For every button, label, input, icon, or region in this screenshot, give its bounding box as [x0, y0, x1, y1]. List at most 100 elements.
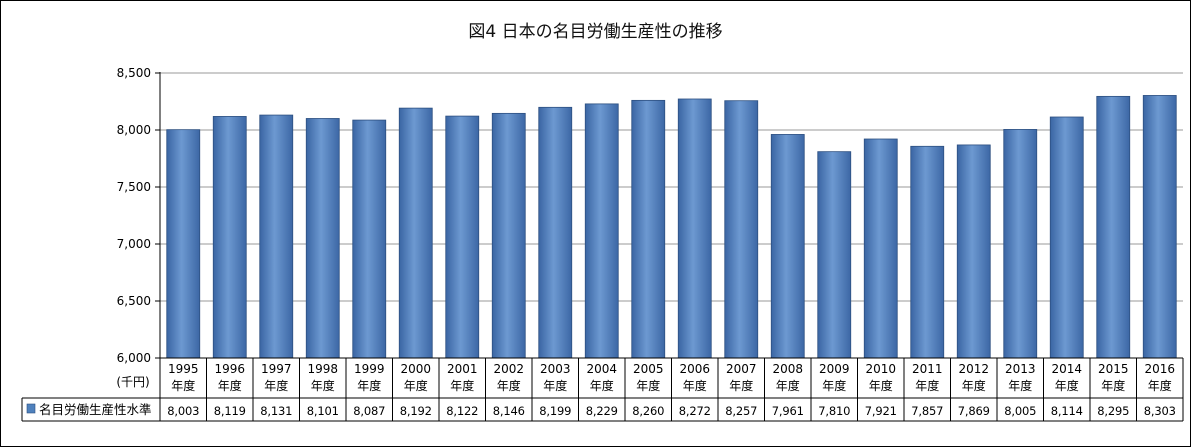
- data-label: 8,199: [539, 404, 571, 418]
- x-tick-suffix: 年度: [404, 378, 428, 393]
- legend-swatch: [26, 403, 36, 414]
- x-tick-suffix: 年度: [1101, 378, 1125, 393]
- x-tick-label: 2012: [958, 362, 989, 376]
- x-tick-label: 2002: [493, 362, 524, 376]
- x-tick-suffix: 年度: [776, 378, 800, 393]
- data-label: 7,961: [772, 404, 804, 418]
- x-tick-label: 2014: [1051, 362, 1082, 376]
- bar: [770, 134, 805, 359]
- bar: [631, 99, 666, 359]
- x-tick-suffix: 年度: [1008, 378, 1032, 393]
- bar: [398, 107, 433, 359]
- bar: [910, 145, 945, 359]
- x-tick-suffix: 年度: [218, 378, 242, 393]
- bar: [584, 103, 619, 359]
- bar: [445, 115, 480, 359]
- bar: [259, 114, 294, 359]
- x-tick-suffix: 年度: [822, 378, 846, 393]
- data-label: 7,869: [958, 404, 990, 418]
- x-tick-suffix: 年度: [1148, 378, 1172, 393]
- x-tick-label: 2008: [772, 362, 803, 376]
- x-tick-suffix: 年度: [962, 378, 986, 393]
- x-tick-suffix: 年度: [1055, 378, 1079, 393]
- x-tick-suffix: 年度: [543, 378, 567, 393]
- x-tick-label: 2006: [679, 362, 710, 376]
- data-label: 8,303: [1144, 404, 1176, 418]
- bar: [305, 118, 340, 359]
- x-tick-suffix: 年度: [171, 378, 195, 393]
- y-tick-label: 7,500: [117, 180, 151, 194]
- x-tick-label: 2011: [912, 362, 943, 376]
- x-tick-label: 2003: [540, 362, 571, 376]
- x-tick-suffix: 年度: [497, 378, 521, 393]
- x-tick-suffix: 年度: [357, 378, 381, 393]
- data-label: 8,260: [632, 404, 664, 418]
- x-tick-suffix: 年度: [915, 378, 939, 393]
- data-label: 8,122: [446, 404, 478, 418]
- bars: [166, 95, 1177, 359]
- axes: 6,000 6,500 7,000 7,500 8,000 8,500 (千円): [116, 66, 1183, 389]
- x-tick-label: 2010: [865, 362, 896, 376]
- y-tick-label: 6,000: [117, 351, 151, 365]
- data-table: 1995 年度 8,003 1996 年度 8,119 1997 年度 8,131 1998 年度 8…: [21, 358, 1184, 422]
- data-label: 7,921: [865, 404, 897, 418]
- x-tick-suffix: 年度: [311, 378, 335, 393]
- y-axis-unit: (千円): [116, 375, 149, 389]
- data-label: 8,146: [493, 404, 525, 418]
- bar: [538, 106, 573, 359]
- x-tick-label: 2001: [447, 362, 478, 376]
- x-tick-suffix: 年度: [590, 378, 614, 393]
- bar: [1049, 116, 1084, 359]
- x-tick-label: 1997: [261, 362, 292, 376]
- data-label: 8,295: [1097, 404, 1129, 418]
- x-tick-suffix: 年度: [729, 378, 753, 393]
- bar: [1096, 95, 1131, 359]
- data-label: 8,229: [586, 404, 618, 418]
- bar: [1142, 95, 1177, 359]
- x-tick-label: 2000: [400, 362, 431, 376]
- y-tick-label: 8,000: [117, 123, 151, 137]
- y-tick-label: 7,000: [117, 237, 151, 251]
- data-label: 8,003: [167, 404, 199, 418]
- x-tick-label: 1996: [214, 362, 245, 376]
- bar: [352, 119, 387, 359]
- y-tick-label: 6,500: [117, 294, 151, 308]
- x-tick-label: 1998: [307, 362, 338, 376]
- x-tick-suffix: 年度: [683, 378, 707, 393]
- x-tick-suffix: 年度: [264, 378, 288, 393]
- bar: [212, 116, 247, 359]
- x-tick-suffix: 年度: [450, 378, 474, 393]
- x-tick-suffix: 年度: [636, 378, 660, 393]
- bar: [817, 151, 852, 359]
- data-label: 8,192: [400, 404, 432, 418]
- bar: [956, 144, 991, 359]
- legend-series-name: 名目労働生産性水準: [39, 402, 152, 417]
- x-tick-suffix: 年度: [869, 378, 893, 393]
- bar: [166, 129, 201, 359]
- x-tick-label: 2007: [726, 362, 757, 376]
- data-label: 8,087: [353, 404, 385, 418]
- data-label: 8,257: [725, 404, 757, 418]
- data-label: 7,857: [911, 404, 943, 418]
- x-tick-label: 2005: [633, 362, 664, 376]
- bar: [724, 100, 759, 359]
- data-label: 8,119: [214, 404, 246, 418]
- bar: [491, 112, 526, 359]
- data-label: 8,272: [679, 404, 711, 418]
- chart-title: 図4 日本の名目労働生産性の推移: [468, 22, 723, 42]
- bar: [1003, 129, 1038, 359]
- x-tick-label: 2009: [819, 362, 850, 376]
- bar: [863, 138, 898, 359]
- x-tick-label: 2004: [586, 362, 617, 376]
- data-label: 8,114: [1051, 404, 1083, 418]
- data-label: 8,131: [260, 404, 292, 418]
- data-label: 7,810: [818, 404, 850, 418]
- data-label: 8,101: [307, 404, 339, 418]
- y-tick-label: 8,500: [117, 66, 151, 80]
- x-tick-label: 2015: [1098, 362, 1129, 376]
- bar: [677, 98, 712, 359]
- x-tick-label: 1995: [168, 362, 199, 376]
- x-tick-label: 2013: [1005, 362, 1036, 376]
- data-label: 8,005: [1004, 404, 1036, 418]
